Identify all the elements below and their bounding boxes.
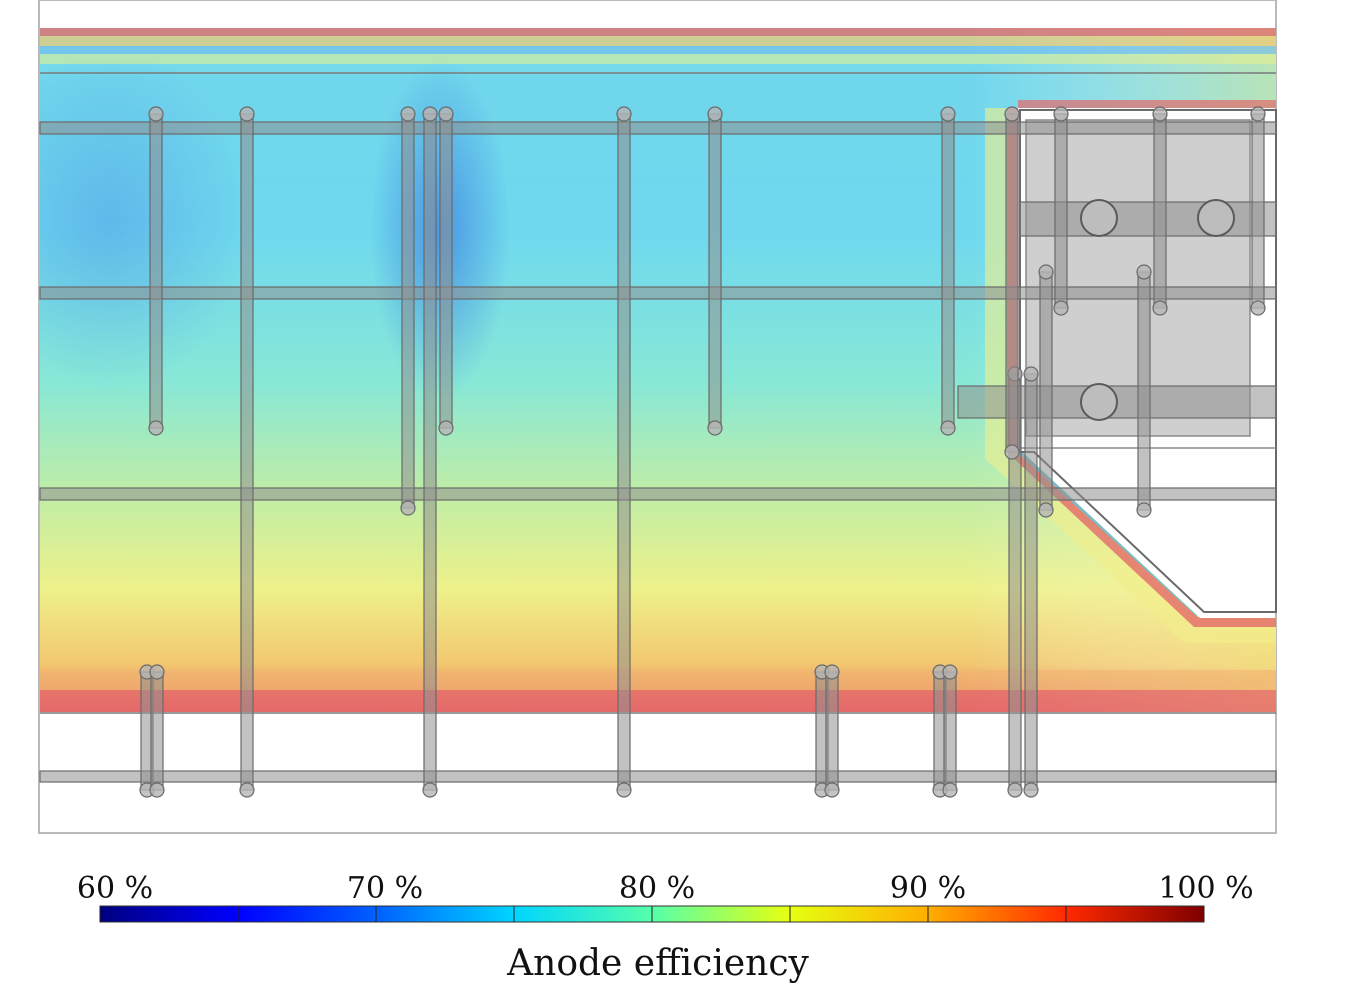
colorbar-tick-90: 90 % bbox=[890, 871, 966, 906]
pipe-7-bottom-cap bbox=[707, 420, 723, 436]
port-2 bbox=[1197, 199, 1235, 237]
colorbar-tick-60: 60 % bbox=[77, 871, 153, 906]
pipe-20-bottom-cap bbox=[1152, 300, 1168, 316]
pipe-18 bbox=[1054, 113, 1068, 309]
pipe-15-bottom-cap bbox=[1007, 782, 1023, 798]
colorbar: 60 % 70 % 80 % 90 % 100 % Anode efficien… bbox=[77, 871, 1254, 984]
pipe-7-top-cap bbox=[707, 106, 723, 122]
pipe-10 bbox=[150, 671, 164, 791]
pipe-5 bbox=[439, 113, 453, 429]
beam-2 bbox=[39, 286, 1277, 300]
pipe-17-bottom-cap bbox=[1038, 502, 1054, 518]
pipe-2-top-cap bbox=[239, 106, 255, 122]
pipe-1-bottom-cap bbox=[148, 420, 164, 436]
pipe-21-top-cap bbox=[1250, 106, 1266, 122]
pipe-4-bottom-cap bbox=[422, 782, 438, 798]
pipe-16-top-cap bbox=[1023, 366, 1039, 382]
pipe-6 bbox=[617, 113, 631, 791]
pipe-17-top-cap bbox=[1038, 264, 1054, 280]
beam-1 bbox=[39, 121, 1277, 135]
pipe-12-bottom-cap bbox=[824, 782, 840, 798]
pipe-1-top-cap bbox=[148, 106, 164, 122]
pipe-16-bottom-cap bbox=[1023, 782, 1039, 798]
pipe-21-bottom-cap bbox=[1250, 300, 1266, 316]
pipe-18-bottom-cap bbox=[1053, 300, 1069, 316]
pipe-22-bottom-cap bbox=[1004, 444, 1020, 460]
pipe-19-top-cap bbox=[1136, 264, 1152, 280]
pipe-19-bottom-cap bbox=[1136, 502, 1152, 518]
pipe-19 bbox=[1137, 271, 1151, 511]
pipe-2 bbox=[240, 113, 254, 791]
pipe-7 bbox=[708, 113, 722, 429]
colorbar-tick-70: 70 % bbox=[347, 871, 423, 906]
port-3 bbox=[1080, 383, 1118, 421]
port-1 bbox=[1080, 199, 1118, 237]
pipe-14-bottom-cap bbox=[942, 782, 958, 798]
pipe-22 bbox=[1005, 113, 1019, 453]
pipe-16 bbox=[1024, 373, 1038, 791]
pipe-3-bottom-cap bbox=[400, 500, 416, 516]
pipe-8 bbox=[941, 113, 955, 429]
pipe-21 bbox=[1251, 113, 1265, 309]
pipe-22-top-cap bbox=[1004, 106, 1020, 122]
pipe-12-top-cap bbox=[824, 664, 840, 680]
pipe-6-top-cap bbox=[616, 106, 632, 122]
pipe-5-top-cap bbox=[438, 106, 454, 122]
pipe-10-bottom-cap bbox=[149, 782, 165, 798]
pipe-10-top-cap bbox=[149, 664, 165, 680]
beam-4 bbox=[39, 770, 1277, 783]
pipe-8-top-cap bbox=[940, 106, 956, 122]
block-ports bbox=[1080, 199, 1235, 421]
colorbar-ticks bbox=[99, 906, 1205, 922]
pipe-18-top-cap bbox=[1053, 106, 1069, 122]
pipe-17 bbox=[1039, 271, 1053, 511]
pipe-1 bbox=[149, 113, 163, 429]
pipe-14 bbox=[943, 671, 957, 791]
vertical-pipes bbox=[139, 106, 1266, 798]
pipe-3-top-cap bbox=[400, 106, 416, 122]
beam-3 bbox=[39, 487, 1277, 501]
pipe-20-top-cap bbox=[1152, 106, 1168, 122]
colorbar-tick-80: 80 % bbox=[619, 871, 695, 906]
colorbar-title: Anode efficiency bbox=[506, 943, 809, 984]
pipe-14-top-cap bbox=[942, 664, 958, 680]
pipe-5-bottom-cap bbox=[438, 420, 454, 436]
pipe-12 bbox=[825, 671, 839, 791]
pipe-3 bbox=[401, 113, 415, 509]
colorbar-tick-100: 100 % bbox=[1158, 871, 1253, 906]
pipe-6-bottom-cap bbox=[616, 782, 632, 798]
pipe-8-bottom-cap bbox=[940, 420, 956, 436]
pipe-4 bbox=[423, 113, 437, 791]
pipe-4-top-cap bbox=[422, 106, 438, 122]
pipe-20 bbox=[1153, 113, 1167, 309]
horizontal-beams bbox=[39, 121, 1277, 783]
pipe-2-bottom-cap bbox=[239, 782, 255, 798]
